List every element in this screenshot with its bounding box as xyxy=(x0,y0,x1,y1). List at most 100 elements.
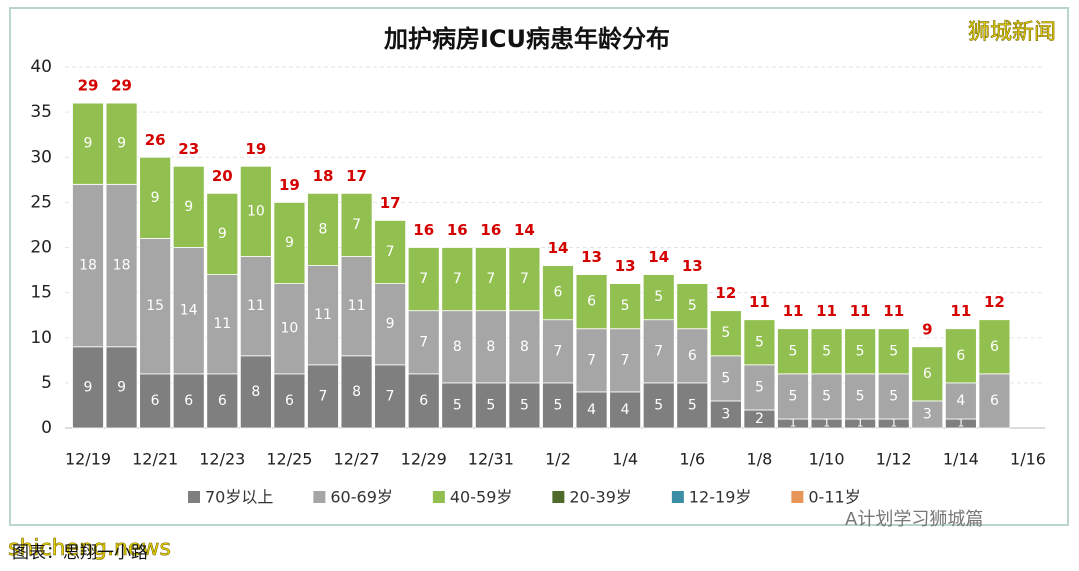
bar-segment xyxy=(407,247,440,312)
bar-segment xyxy=(105,346,138,429)
data-label: 5 xyxy=(856,343,865,359)
data-label: 9 xyxy=(386,316,395,332)
data-label: 9 xyxy=(84,379,93,395)
data-label: 7 xyxy=(654,343,663,359)
data-label: 4 xyxy=(587,402,596,418)
bar-segment xyxy=(676,328,709,384)
x-tick-label: 1/16 xyxy=(1010,450,1046,469)
data-label: 5 xyxy=(721,325,730,341)
data-label: 2 xyxy=(755,411,764,427)
wechat-label: A计划学习狮城篇 xyxy=(845,509,983,530)
x-tick-label: 1/10 xyxy=(809,450,845,469)
data-label: 7 xyxy=(419,334,428,350)
legend-swatch xyxy=(432,491,445,503)
bar-segment xyxy=(340,192,373,257)
total-label: 18 xyxy=(313,167,334,185)
data-label: 6 xyxy=(923,366,932,382)
data-label: 7 xyxy=(386,388,395,404)
x-tick-label: 12/19 xyxy=(65,450,111,469)
data-label: 7 xyxy=(486,271,495,287)
bar-segment xyxy=(239,165,272,257)
bar-segment xyxy=(273,283,306,375)
x-tick-label: 1/12 xyxy=(876,450,912,469)
bar-segment xyxy=(877,328,910,375)
total-label: 17 xyxy=(346,167,367,185)
legend-label: 20-39岁 xyxy=(569,488,632,507)
data-label: 15 xyxy=(146,298,164,314)
data-label: 1 xyxy=(890,416,897,429)
data-label: 7 xyxy=(386,244,395,260)
data-label: 10 xyxy=(247,203,265,219)
bar-segment xyxy=(777,328,809,375)
data-label: 1 xyxy=(857,416,864,429)
bar-segment xyxy=(642,382,675,429)
data-label: 5 xyxy=(822,388,831,404)
total-label: 11 xyxy=(850,302,871,320)
bar-segment xyxy=(72,346,104,429)
bar-segment xyxy=(542,265,574,321)
total-label: 12 xyxy=(984,293,1005,311)
data-label: 8 xyxy=(352,384,361,400)
data-label: 7 xyxy=(419,271,428,287)
data-label: 9 xyxy=(117,379,126,395)
data-label: 1 xyxy=(957,416,964,429)
data-label: 11 xyxy=(314,307,332,323)
bar-segment xyxy=(575,328,608,393)
bar-segment xyxy=(340,256,373,357)
data-label: 7 xyxy=(587,352,596,368)
data-label: 5 xyxy=(822,343,831,359)
bar-segment xyxy=(139,238,172,375)
total-label: 16 xyxy=(480,221,501,239)
data-label: 1 xyxy=(790,416,797,429)
bar-segment xyxy=(206,373,239,429)
data-label: 6 xyxy=(554,285,563,301)
data-label: 5 xyxy=(520,397,529,413)
data-label: 9 xyxy=(184,199,193,215)
data-label: 9 xyxy=(285,235,294,251)
bar-segment xyxy=(944,328,977,384)
data-label: 4 xyxy=(621,402,630,418)
bar-segment xyxy=(340,355,373,429)
bar-segment xyxy=(407,310,440,375)
total-label: 16 xyxy=(447,221,468,239)
y-tick-label: 25 xyxy=(30,192,52,212)
data-label: 11 xyxy=(348,298,366,314)
total-label: 23 xyxy=(178,140,199,158)
data-label: 9 xyxy=(151,190,160,206)
data-label: 7 xyxy=(520,271,529,287)
bar-segment xyxy=(877,373,910,420)
bar-segment xyxy=(172,373,205,429)
bar-segment xyxy=(810,328,843,375)
plot: 051015202530354012/1991892991892912/2161… xyxy=(30,57,1046,507)
bar-segment xyxy=(508,247,541,312)
data-label: 4 xyxy=(956,393,965,409)
data-label: 8 xyxy=(251,384,260,400)
total-label: 29 xyxy=(78,77,99,95)
data-label: 1 xyxy=(823,416,830,429)
bar-segment xyxy=(609,391,642,429)
data-label: 7 xyxy=(319,388,328,404)
y-tick-label: 0 xyxy=(41,418,52,438)
legend-label: 60-69岁 xyxy=(330,488,393,507)
bar-segment xyxy=(206,274,239,375)
x-tick-label: 1/14 xyxy=(943,450,979,469)
data-label: 18 xyxy=(113,258,131,274)
data-label: 6 xyxy=(419,393,428,409)
bar-segment xyxy=(172,165,205,248)
bar-segment xyxy=(978,319,1011,375)
bar-segment xyxy=(709,310,742,357)
bar-segment xyxy=(542,382,574,429)
bar-segment xyxy=(542,319,574,384)
data-label: 7 xyxy=(352,217,361,233)
data-label: 5 xyxy=(789,343,798,359)
x-tick-label: 12/25 xyxy=(266,450,312,469)
watermark: 狮城新闻 xyxy=(968,20,1056,45)
bar-segment xyxy=(676,382,709,429)
legend-swatch xyxy=(188,491,200,503)
data-label: 10 xyxy=(281,321,299,337)
total-label: 29 xyxy=(111,77,132,95)
total-label: 20 xyxy=(212,167,233,185)
data-label: 6 xyxy=(688,348,697,364)
bar-segment xyxy=(374,283,407,366)
data-label: 9 xyxy=(84,136,93,152)
